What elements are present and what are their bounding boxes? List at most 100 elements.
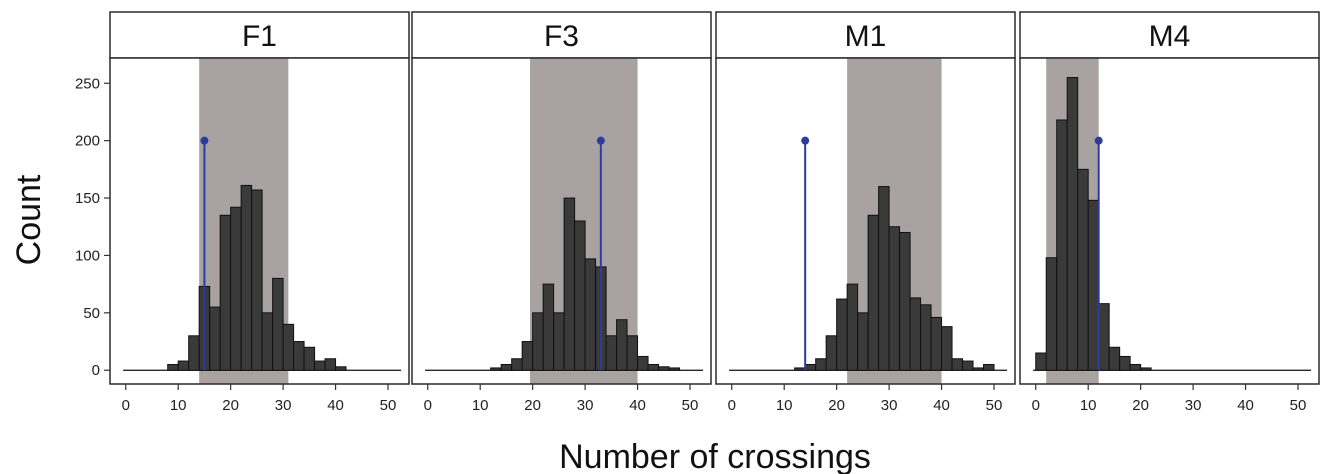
x-tick-label: 20: [1132, 397, 1149, 414]
histogram-bar: [804, 363, 817, 371]
histogram-bar: [230, 206, 242, 371]
histogram-bar: [846, 283, 859, 371]
histogram-bar: [1035, 352, 1047, 371]
x-tick-label: 40: [933, 397, 950, 414]
histogram-bar: [1077, 168, 1089, 371]
histogram-bar: [563, 197, 576, 371]
histogram-bar: [637, 355, 649, 371]
histogram-bar: [314, 360, 326, 371]
histogram-bar: [177, 360, 190, 371]
observed-value-point: [801, 136, 810, 145]
x-tick-label: 20: [524, 397, 541, 414]
histogram-bar: [836, 298, 848, 371]
facet-label: M4: [1149, 20, 1191, 53]
histogram-bar: [209, 306, 221, 371]
y-tick-label: 200: [75, 133, 100, 150]
y-tick-label: 0: [92, 362, 100, 379]
x-tick-label: 0: [122, 397, 130, 414]
histogram-bar: [794, 367, 806, 371]
histogram-bar: [972, 367, 985, 371]
y-tick-label: 100: [75, 247, 100, 264]
x-tick-label: 40: [629, 397, 646, 414]
histogram-bar: [542, 283, 555, 371]
y-tick-label: 150: [75, 190, 100, 207]
histogram-bar: [951, 358, 964, 371]
panel-border: [1019, 57, 1320, 385]
histogram-bar: [1098, 303, 1110, 371]
x-tick-label: 20: [222, 397, 239, 414]
panel-border: [109, 57, 410, 385]
histogram-bar: [293, 341, 305, 371]
panel-border: [715, 57, 1016, 385]
observed-value-point: [200, 136, 209, 145]
histogram-bar: [605, 335, 618, 371]
histogram-bar: [867, 214, 880, 371]
histogram-bar: [500, 363, 513, 371]
histogram-bar: [1045, 257, 1058, 371]
x-tick-label: 30: [577, 397, 594, 414]
y-axis-title: Count: [10, 174, 48, 265]
histogram-bar: [888, 226, 901, 371]
x-tick-label: 10: [776, 397, 793, 414]
x-tick-label: 10: [170, 397, 187, 414]
histogram-bar: [584, 258, 597, 371]
histogram-bar: [1056, 119, 1068, 371]
histogram-bar: [626, 335, 639, 371]
histogram-bar: [303, 346, 316, 371]
histogram-bar: [272, 277, 284, 371]
histogram-bar: [668, 367, 681, 371]
histogram-bar: [878, 186, 890, 371]
histogram-bar: [282, 323, 295, 371]
histogram-bar: [511, 358, 523, 371]
x-tick-label: 40: [1237, 397, 1254, 414]
x-tick-label: 30: [1185, 397, 1202, 414]
x-tick-label: 50: [986, 397, 1003, 414]
x-tick-label: 0: [1032, 397, 1040, 414]
histogram-bar: [857, 312, 869, 371]
x-tick-label: 40: [327, 397, 344, 414]
facet-label: F1: [242, 20, 277, 53]
histogram-bar: [930, 316, 943, 371]
x-tick-label: 10: [1080, 397, 1097, 414]
histogram-bar: [532, 312, 544, 371]
x-tick-label: 50: [1290, 397, 1307, 414]
histogram-bar: [899, 231, 911, 371]
histogram-bar: [1119, 355, 1131, 371]
histogram-bar: [815, 358, 827, 371]
histogram-bar: [962, 360, 974, 371]
histogram-bar: [490, 367, 502, 371]
histogram-bar: [647, 363, 660, 371]
x-tick-label: 10: [472, 397, 489, 414]
facet-strip: [715, 11, 1016, 59]
histogram-bar: [521, 341, 534, 371]
histogram-bar: [616, 319, 628, 371]
histogram-bar: [1140, 367, 1152, 371]
x-tick-label: 0: [728, 397, 736, 414]
x-axis-title: Number of crossings: [559, 438, 871, 474]
histogram-bar: [574, 220, 586, 371]
x-tick-label: 0: [424, 397, 432, 414]
facet-strip: [411, 11, 712, 59]
histogram-bar: [1108, 346, 1121, 371]
y-tick-label: 250: [75, 75, 100, 92]
facet-label: M1: [845, 20, 887, 53]
observed-value-point: [1094, 136, 1103, 145]
x-tick-label: 30: [275, 397, 292, 414]
histogram-bar: [240, 184, 253, 371]
x-tick-label: 50: [682, 397, 699, 414]
facet-label: F3: [544, 20, 579, 53]
observed-value-point: [596, 136, 605, 145]
histogram-bar: [167, 363, 179, 371]
histogram-bar: [941, 326, 953, 371]
histogram-bar: [825, 335, 838, 371]
histogram-bar: [261, 312, 274, 371]
panel-border: [411, 57, 712, 385]
histogram-bar: [1129, 363, 1142, 371]
histogram-bar: [324, 358, 337, 371]
histogram-bar: [658, 366, 670, 371]
y-tick-label: 50: [83, 305, 100, 322]
x-tick-label: 30: [881, 397, 898, 414]
histogram-bar: [553, 312, 565, 371]
histogram-bar: [909, 297, 922, 371]
